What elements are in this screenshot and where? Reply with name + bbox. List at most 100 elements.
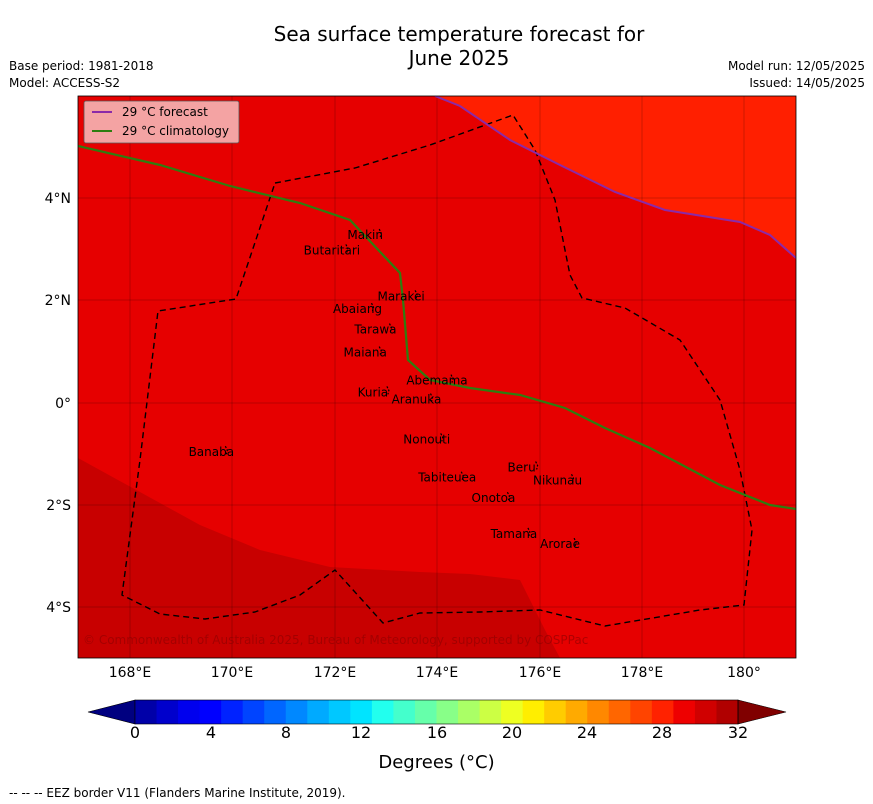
island-label-maiana: Maiana: [344, 346, 387, 360]
island-outline: [429, 393, 434, 402]
colorbar-segment: [544, 700, 567, 724]
island-label-makin: Makin: [347, 228, 383, 242]
colorbar-segment: [350, 700, 373, 724]
colorbar-segment: [393, 700, 416, 724]
colorbar-tick-label: 28: [651, 723, 673, 742]
y-tick-label: 4°S: [46, 600, 71, 616]
island-label-tamana: Tamana: [490, 527, 538, 541]
island-label-banaba: Banaba: [189, 445, 235, 459]
plot-frame: [77, 95, 797, 659]
sst-cool-region: [78, 458, 560, 658]
colorbar-segment: [479, 700, 502, 724]
island-outline: [378, 346, 382, 355]
island-outline: [573, 537, 577, 547]
colorbar-segment: [328, 700, 351, 724]
colorbar-segment: [458, 700, 481, 724]
meta-right: Model run: 12/05/2025 Issued: 14/05/2025: [728, 58, 865, 92]
colorbar-tick-label: 0: [129, 723, 141, 742]
island-outline: [440, 433, 444, 442]
meta-left: Base period: 1981-2018 Model: ACCESS-S2: [9, 58, 154, 92]
colorbar-tick-label: 20: [501, 723, 523, 742]
x-tick-label: 172°E: [314, 665, 357, 681]
colorbar-segment: [242, 700, 265, 724]
model-name: Model: ACCESS-S2: [9, 76, 121, 90]
legend-forecast-label: 29 °C forecast: [122, 105, 208, 119]
colorbar-segment: [587, 700, 610, 724]
colorbar-frame: [134, 699, 739, 725]
island-label-butaritari: Butaritari: [304, 243, 361, 257]
colorbar-segment: [414, 700, 437, 724]
issued-date: Issued: 14/05/2025: [749, 76, 865, 90]
y-tick-label: 2°N: [45, 293, 71, 309]
colorbar-low-extension: [87, 699, 136, 725]
x-tick-label: 178°E: [621, 665, 664, 681]
y-axis: 4°N 2°N 0° 2°S 4°S: [45, 191, 72, 616]
page-title: Sea surface temperature forecast for Jun…: [0, 22, 873, 70]
x-axis: 168°E 170°E 172°E 174°E 176°E 178°E 180°: [109, 665, 761, 681]
island-outline: [386, 386, 390, 395]
colorbar-segment: [436, 700, 459, 724]
island-outline: [345, 244, 349, 253]
gridlines: [78, 96, 796, 658]
x-tick-label: 176°E: [519, 665, 562, 681]
colorbar-segment: [630, 700, 653, 724]
colorbar: [87, 699, 787, 725]
x-tick-label: 168°E: [109, 665, 152, 681]
colorbar-high-extension: [737, 699, 787, 725]
colorbar-segment: [264, 700, 287, 724]
colorbar-segment: [501, 700, 524, 724]
island-label-tabiteuea: Tabiteuea: [417, 471, 476, 485]
colorbar-title: Degrees (°C): [378, 752, 495, 773]
colorbar-segment: [221, 700, 244, 724]
island-outline: [370, 302, 375, 312]
x-tick-label: 170°E: [211, 665, 254, 681]
colorbar-segment: [522, 700, 545, 724]
island-outline: [388, 323, 393, 332]
island-label-tarawa: Tarawa: [353, 323, 396, 337]
base-period: Base period: 1981-2018: [9, 59, 154, 73]
colorbar-tick-label: 4: [205, 723, 217, 742]
map-legend: 29 °C forecast 29 °C climatology: [83, 100, 240, 144]
island-outline: [378, 228, 382, 238]
island-label-abaiang: Abaiang: [333, 302, 382, 316]
colorbar-segment: [178, 700, 201, 724]
colorbar-segment: [135, 700, 158, 724]
colorbar-segment: [716, 700, 739, 724]
island-label-arorae: Arorae: [540, 537, 580, 551]
colorbar-segment: [694, 700, 717, 724]
x-tick-label: 180°: [727, 665, 761, 681]
colorbar-tick-label: 24: [576, 723, 598, 742]
island-label-abemama: Abemama: [406, 374, 467, 388]
island-label-nonouti: Nonouti: [403, 432, 450, 446]
island-outline: [570, 474, 575, 483]
colorbar-segment: [651, 700, 674, 724]
forecast-29c-isotherm: [434, 96, 796, 259]
island-outline: [414, 290, 418, 299]
legend-box: [83, 100, 240, 144]
island-outline: [450, 374, 454, 383]
colorbar-segment: [199, 700, 222, 724]
title-line-1: Sea surface temperature forecast for: [273, 22, 645, 46]
colorbar-tick-label: 16: [426, 723, 448, 742]
island-outline: [535, 461, 539, 470]
island-label-beru: Beru: [508, 461, 536, 475]
title-line-2: June 2025: [408, 46, 510, 70]
y-tick-label: 2°S: [46, 498, 71, 514]
island-outline: [506, 491, 511, 501]
island-label-aranuka: Aranuka: [392, 393, 442, 407]
island-label-nikunau: Nikunau: [533, 473, 582, 487]
colorbar-segment: [371, 700, 394, 724]
island-outline: [224, 445, 228, 455]
colorbar-segment: [156, 700, 179, 724]
island-outline: [527, 527, 531, 537]
colorbar-segment: [673, 700, 696, 724]
eez-border: [121, 114, 753, 627]
colorbar-segment: [285, 700, 308, 724]
colorbar-tick-label: 32: [727, 723, 749, 742]
y-tick-label: 0°: [55, 396, 71, 412]
eez-footnote: -- -- -- EEZ border V11 (Flanders Marine…: [9, 786, 346, 800]
island-label-kuria: Kuria: [358, 385, 389, 399]
